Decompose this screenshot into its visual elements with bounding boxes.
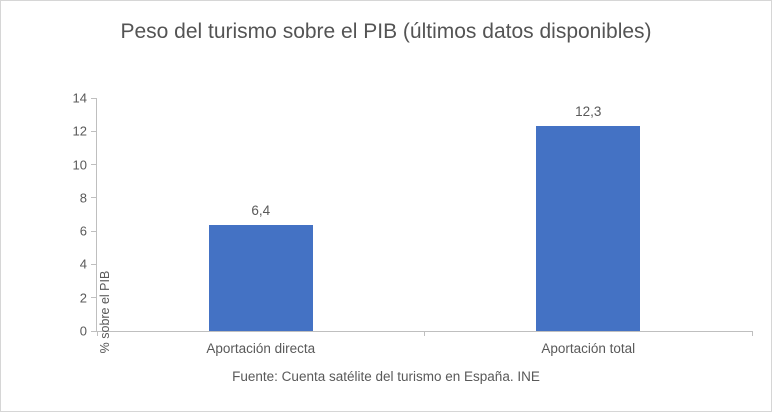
y-tick-label: 14 (72, 90, 87, 106)
x-tick-mark (96, 331, 98, 336)
x-tick-mark (751, 331, 753, 336)
y-tick-mark (91, 330, 96, 332)
bar-value-label: 12,3 (575, 104, 602, 120)
y-tick-label: 2 (79, 290, 87, 306)
y-tick-mark (91, 164, 96, 166)
y-tick-label: 0 (79, 323, 87, 339)
x-category-label: Aportación directa (206, 341, 316, 356)
y-tick-label: 12 (72, 123, 87, 139)
x-category-label: Aportación total (541, 341, 636, 356)
y-tick-label: 6 (79, 223, 87, 239)
plot-area: % sobre el PIB 0 2 4 6 8 10 12 14 6,4 Aportación … (73, 91, 753, 356)
y-tick-label: 8 (79, 190, 87, 206)
y-tick-label: 10 (72, 157, 87, 173)
y-tick-mark (91, 230, 96, 232)
y-tick-mark (91, 130, 96, 132)
y-tick-label: 4 (79, 256, 87, 272)
bar-value-label: 6,4 (251, 202, 271, 218)
bar-aportacion-directa (208, 224, 313, 331)
chart-title: Peso del turismo sobre el PIB (últimos d… (120, 20, 652, 43)
x-tick-mark (424, 331, 425, 336)
y-tick-mark (91, 263, 96, 265)
y-tick-mark (91, 297, 96, 299)
y-tick-mark (91, 197, 96, 199)
source-note: Fuente: Cuenta satélite del turismo en E… (232, 369, 540, 384)
y-tick-mark (91, 97, 96, 99)
bar-aportacion-total (536, 126, 641, 331)
y-axis-title: % sobre el PIB (98, 270, 112, 354)
